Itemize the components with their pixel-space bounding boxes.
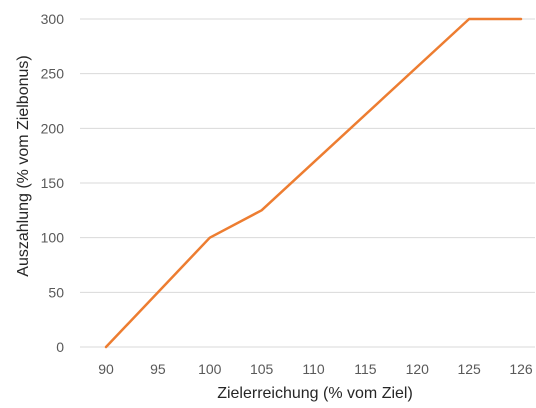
x-tick-label: 105 xyxy=(250,361,274,377)
x-tick-label: 90 xyxy=(98,361,114,377)
gridlines xyxy=(80,18,535,348)
y-tick-label: 250 xyxy=(41,66,65,82)
y-tick-label: 100 xyxy=(41,230,65,246)
series-line-0 xyxy=(104,17,523,349)
series-layer xyxy=(104,17,523,349)
x-axis-title: Zielerreichung (% vom Ziel) xyxy=(217,385,413,402)
y-axis-ticks: 0 50 100 150 200 250 300 xyxy=(41,11,65,355)
y-tick-label: 150 xyxy=(41,175,65,191)
x-tick-label: 115 xyxy=(354,361,377,377)
y-tick-label: 0 xyxy=(56,339,64,355)
x-tick-label: 120 xyxy=(406,361,430,377)
y-tick-label: 200 xyxy=(41,120,65,136)
y-tick-label: 50 xyxy=(48,284,64,300)
y-tick-label: 300 xyxy=(41,11,65,27)
x-axis-ticks: 90 95 100 105 110 115 120 125 126 xyxy=(98,361,533,377)
x-tick-label: 125 xyxy=(457,361,481,377)
x-tick-label: 100 xyxy=(198,361,222,377)
y-axis-title: Auszahlung (% vom Zielbonus) xyxy=(15,55,32,276)
x-tick-label: 126 xyxy=(509,361,533,377)
x-tick-label: 95 xyxy=(150,361,166,377)
x-tick-label: 110 xyxy=(302,361,325,377)
